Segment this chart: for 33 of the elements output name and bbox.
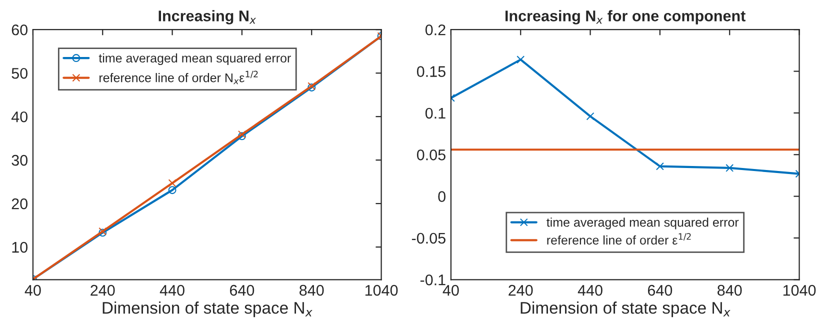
chart-title: Increasing N$_{x}$ <box>158 10 256 24</box>
chart-title: Increasing N$_{x}$ for one component <box>506 10 746 24</box>
x-tick-label: 440 <box>578 284 602 296</box>
x-tick-label: 840 <box>718 284 742 296</box>
x-tick-label: 240 <box>90 284 115 296</box>
y-tick-label: 20 <box>12 198 28 210</box>
y-tick-label: 50 <box>12 68 28 79</box>
x-tick-label: 1040 <box>365 284 398 296</box>
x-tick-label: 240 <box>508 284 533 296</box>
y-tick-label: 60 <box>12 24 28 36</box>
y-tick-label: 0 <box>438 191 446 202</box>
x-tick-label: 640 <box>648 284 672 296</box>
y-tick-label: 0.15 <box>416 66 446 77</box>
y-tick-label: 0.2 <box>425 24 446 36</box>
y-tick-label: 0.05 <box>416 150 446 160</box>
legend-label: reference line of order ε$^{1/2}$ <box>547 233 691 245</box>
legend-label: time averaged mean squared error <box>546 218 739 230</box>
x-tick-label: 440 <box>160 284 184 296</box>
y-tick-label: 40 <box>11 111 28 122</box>
legend-label: reference line of order N$_{x}$ε$^{1/2}$ <box>100 70 258 84</box>
y-tick-label: 0.1 <box>425 108 446 119</box>
y-tick-label: 10 <box>12 242 28 253</box>
x-tick-label: 1040 <box>783 284 816 296</box>
x-tick-label: 840 <box>300 284 324 296</box>
x-tick-label: 640 <box>230 284 254 296</box>
y-tick-label: -0.1 <box>420 274 446 286</box>
x-axis-title: Dimension of state space N$_{x}$ <box>102 302 312 318</box>
x-tick-label: 40 <box>24 284 41 296</box>
x-axis-title: Dimension of state space N$_{x}$ <box>520 302 730 318</box>
y-tick-label: 30 <box>12 154 28 166</box>
legend-label: time averaged mean squared error <box>98 53 291 66</box>
y-tick-label: -0.05 <box>412 232 446 244</box>
x-tick-label: 40 <box>442 284 459 296</box>
